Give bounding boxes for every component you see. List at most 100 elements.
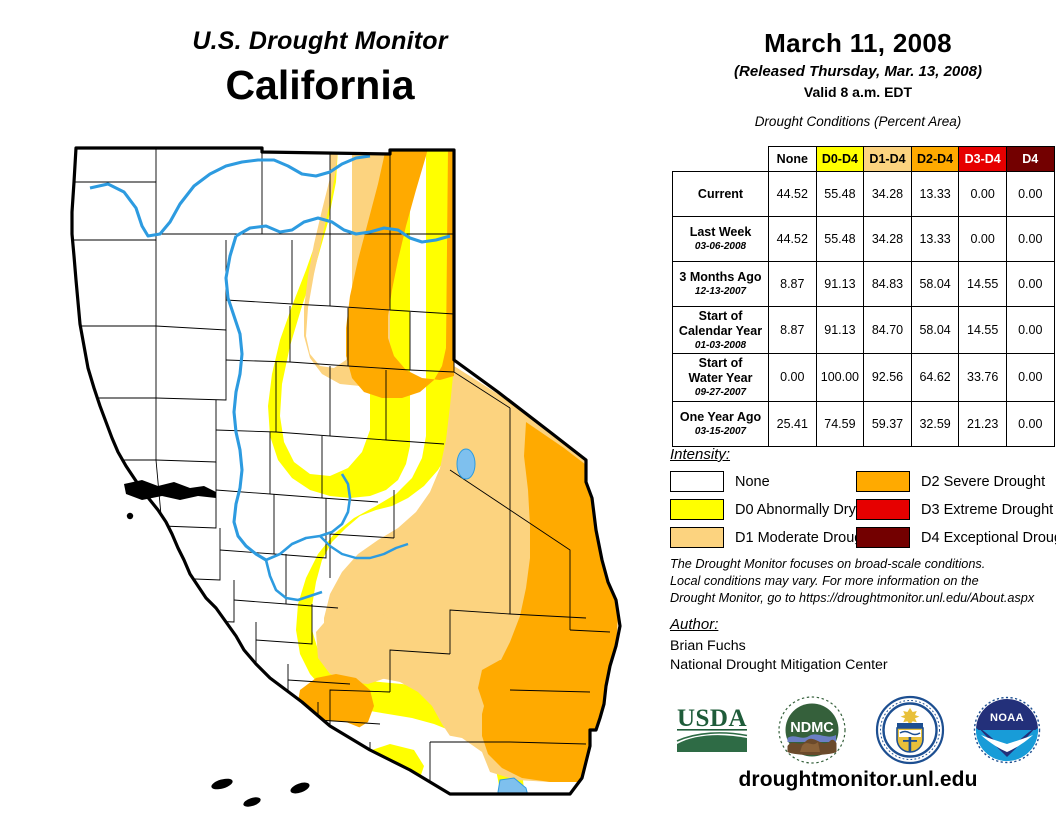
legend-item-d4: D4 Exceptional Drought	[856, 527, 1056, 548]
row-label-line: Calendar Year	[678, 323, 763, 338]
noaa-logo: NOAA	[971, 694, 1043, 771]
klamath-river	[89, 154, 371, 238]
svg-text:NDMC: NDMC	[791, 720, 835, 736]
table-cell-d4: 0.00	[1005, 353, 1055, 402]
row-label-date: 01-03-2008	[694, 339, 747, 351]
table-row: Last Week 03-06-2008 44.52 55.48 34.28 13.33 0…	[672, 216, 1055, 262]
row-label: Last Week 03-06-2008	[672, 216, 769, 262]
row-label: Start of Water Year 09-27-2007	[672, 353, 769, 402]
row-label-line: Water Year	[688, 371, 753, 386]
table-cell-d2-d4: 64.62	[910, 353, 960, 402]
disclaimer-text: The Drought Monitor focuses on broad-sca…	[670, 556, 1056, 607]
table-cell-d0-d4: 91.13	[815, 261, 865, 307]
author-heading: Author:	[670, 616, 719, 633]
table-cell-d4: 0.00	[1005, 400, 1055, 447]
table-cell-d3-d4: 14.55	[958, 261, 1007, 307]
table-cell-d0-d4: 55.48	[815, 216, 865, 262]
legend-label-d4: D4 Exceptional Drought	[921, 529, 1056, 546]
row-label: Current	[672, 171, 769, 217]
col-header-d3-d4: D3-D4	[958, 146, 1007, 172]
legend-item-d0: D0 Abnormally Dry	[670, 499, 856, 520]
table-cell-d1-d4: 34.28	[863, 171, 912, 217]
table-row: One Year Ago 03-15-2007 25.41 74.59 59.37 32.…	[672, 400, 1055, 447]
table-cell-d1-d4: 34.28	[863, 216, 912, 262]
row-label-line: Start of	[698, 356, 743, 371]
col-header-d4: D4	[1005, 146, 1055, 172]
legend-label-d2: D2 Severe Drought	[921, 473, 1046, 490]
sacramento-river	[224, 235, 267, 562]
col-header-d2-d4: D2-D4	[910, 146, 960, 172]
ndmc-logo: NDMC	[776, 694, 848, 771]
legend-swatch-d2	[856, 471, 910, 492]
table-cell-d0-d4: 55.48	[815, 171, 865, 217]
drought-fill-layer	[72, 148, 620, 794]
legend-item-none: None	[670, 471, 856, 492]
table-cell-d4: 0.00	[1005, 261, 1055, 307]
legend-label-d3: D3 Extreme Drought	[921, 501, 1054, 518]
col-header-none: None	[768, 146, 817, 172]
author-block: Author: Brian Fuchs National Drought Mit…	[670, 616, 1056, 675]
row-label: Start of Calendar Year 01-03-2008	[672, 305, 769, 355]
california-drought-map	[30, 130, 650, 810]
table-cell-none: 8.87	[768, 305, 817, 355]
logo-row: USDA NDMC	[660, 694, 1056, 771]
table-cell-none: 44.52	[768, 216, 817, 262]
row-label-date: 12-13-2007	[694, 285, 747, 297]
legend-swatch-d1	[670, 527, 724, 548]
san-joaquin-river	[264, 559, 323, 602]
row-label-line: 3 Months Ago	[679, 270, 762, 285]
col-header-d1-d4: D1-D4	[863, 146, 912, 172]
report-date: March 11, 2008	[764, 28, 952, 58]
legend-item-d2: D2 Severe Drought	[856, 471, 1056, 492]
map-title-block: U.S. Drought Monitor California	[0, 27, 640, 109]
table-row: Start of Calendar Year 01-03-2008 8.87 91.13…	[672, 305, 1055, 355]
table-cell-d2-d4: 58.04	[910, 305, 960, 355]
rivers-layer	[89, 154, 531, 794]
table-cell-d4: 0.00	[1005, 305, 1055, 355]
table-cell-d1-d4: 92.56	[863, 353, 912, 402]
table-cell-d2-d4: 13.33	[910, 216, 960, 262]
disclaimer-line-2: Local conditions may vary. For more info…	[670, 574, 979, 589]
table-cell-d0-d4: 100.00	[815, 353, 865, 402]
map-svg	[70, 146, 622, 807]
svg-text:USDA: USDA	[677, 705, 747, 732]
table-cell-none: 25.41	[768, 400, 817, 447]
legend-title: Intensity:	[670, 446, 731, 463]
table-cell-d3-d4: 21.23	[958, 400, 1007, 447]
table-cell-d4: 0.00	[1005, 171, 1055, 217]
col-header-d0-d4: D0-D4	[815, 146, 865, 172]
legend-label-none: None	[735, 473, 770, 490]
table-cell-d2-d4: 32.59	[910, 400, 960, 447]
legend-item-d3: D3 Extreme Drought	[856, 499, 1056, 520]
table-cell-d1-d4: 84.83	[863, 261, 912, 307]
american-river	[319, 535, 409, 560]
report-valid-time: Valid 8 a.m. EDT	[803, 84, 913, 100]
report-header: March 11, 2008 (Released Thursday, Mar. …	[660, 28, 1056, 129]
table-cell-d2-d4: 58.04	[910, 261, 960, 307]
legend-items: None D2 Severe Drought D0 Abnormally Dry D3…	[670, 471, 1056, 548]
row-label-line: Current	[697, 186, 744, 201]
usdc-seal	[874, 694, 946, 771]
table-row: 3 Months Ago 12-13-2007 8.87 91.13 84.83 58.0…	[672, 261, 1055, 307]
intensity-legend: Intensity: None D2 Severe Drought D0 Abnor…	[670, 446, 1056, 548]
table-cell-none: 0.00	[768, 353, 817, 402]
table-cell-d3-d4: 0.00	[958, 171, 1007, 217]
salton-sea	[497, 777, 531, 794]
row-label-date: 09-27-2007	[694, 386, 747, 398]
disclaimer-line-3: Drought Monitor, go to https://droughtmo…	[670, 591, 1035, 606]
report-released: (Released Thursday, Mar. 13, 2008)	[734, 63, 982, 80]
disclaimer-line-1: The Drought Monitor focuses on broad-sca…	[670, 557, 986, 571]
row-label-line: One Year Ago	[679, 409, 762, 424]
row-label: One Year Ago 03-15-2007	[672, 400, 769, 447]
table-cell-d0-d4: 91.13	[815, 305, 865, 355]
table-cell-d2-d4: 13.33	[910, 171, 960, 217]
site-url[interactable]: droughtmonitor.unl.edu	[738, 768, 978, 791]
legend-swatch-d3	[856, 499, 910, 520]
table-cell-d3-d4: 14.55	[958, 305, 1007, 355]
table-cell-d3-d4: 33.76	[958, 353, 1007, 402]
legend-item-d1: D1 Moderate Drought	[670, 527, 874, 548]
drought-conditions-table-wrap: None D0-D4 D1-D4 D2-D4 D3-D4 D4 Current 4…	[672, 146, 1055, 447]
table-row: Current 44.52 55.48 34.28 13.33 0.00 0.00	[672, 171, 1055, 217]
table-corner-cell	[673, 147, 769, 172]
table-caption: Drought Conditions (Percent Area)	[754, 114, 962, 129]
